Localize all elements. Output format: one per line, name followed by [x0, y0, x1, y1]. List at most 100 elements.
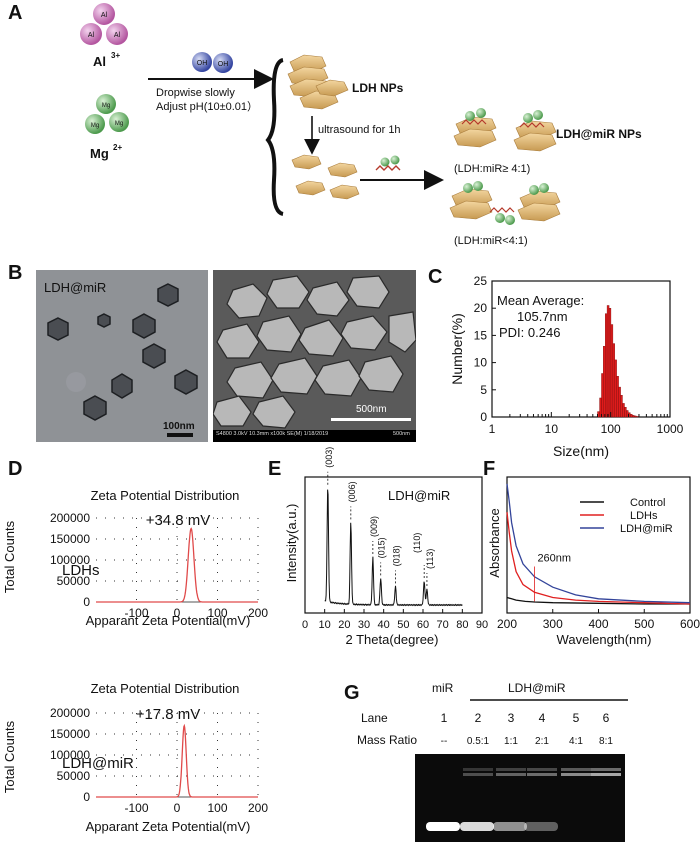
gel-mir-header: miR [432, 681, 454, 695]
panel-label-e: E [268, 458, 282, 480]
f-xtick-label: 300 [543, 617, 563, 631]
legend-label: Control [630, 497, 665, 509]
tem-sample-label: LDH@miR [44, 280, 107, 295]
zeta-xtick-label: 0 [174, 606, 181, 620]
e-xtick-label: 20 [338, 619, 350, 631]
al-ion-symbol: Al [88, 32, 95, 39]
gel-lane-number: 6 [603, 711, 610, 725]
xrd-peak-label: (018) [391, 545, 401, 566]
c-ytick-label: 0 [480, 410, 487, 424]
zeta-ytick-label: 0 [83, 790, 90, 804]
legend-label: LDHs [630, 510, 658, 522]
c-ytick-label: 15 [474, 328, 488, 342]
d2-peak-label: +17.8 mV [136, 706, 201, 723]
zeta-xtick-label: 0 [174, 801, 181, 815]
gel-mass-ratio: 1:1 [504, 736, 518, 747]
zeta-xtick-label: 100 [207, 801, 227, 815]
zeta-ytick-label: 200000 [50, 706, 90, 720]
complex-band [463, 768, 493, 771]
panel-label-d: D [8, 458, 23, 480]
e-xtick-label: 80 [456, 619, 468, 631]
complex-band [561, 773, 591, 776]
c-xtick-label: 1 [489, 422, 496, 436]
c-annotation-2: 105.7nm [517, 309, 568, 324]
e-plot: (003) (006) (009)(015) (018) (110)(113) 0 10 20… [302, 447, 488, 631]
histogram-bar [635, 416, 639, 418]
e-xtick-label: 60 [417, 619, 429, 631]
hydroxide-ions: OH OH [192, 52, 233, 73]
free-mir-band [524, 822, 558, 831]
zeta-ytick-label: 150000 [50, 532, 90, 546]
d1-plot: 0 50000 100000 150000 200000 -100 0 100 200 [50, 511, 268, 620]
d1-ylabel: Total Counts [2, 520, 17, 593]
al-ion-symbol: Al [101, 12, 108, 19]
ldh-mir-complex-low-ratio [449, 181, 561, 225]
d1-peak-label: +34.8 mV [146, 512, 211, 529]
f-plot: 260nm 200 300 400 500 600 [497, 483, 700, 631]
mg-ion-symbol: Mg [115, 121, 123, 127]
c-ytick-label: 10 [474, 356, 488, 370]
ldh-np-label: LDH NPs [352, 81, 404, 95]
c-xtick-label: 100 [601, 422, 621, 436]
zeta-ytick-label: 50000 [57, 769, 91, 783]
ultrasound-label: ultrasound for 1h [318, 124, 401, 136]
panel-label-f: F [483, 458, 496, 480]
c-ylabel: Number(%) [449, 313, 465, 385]
sem-scale-bar [331, 418, 411, 421]
zeta-distribution-curve [96, 527, 258, 603]
sem-particles [213, 270, 416, 442]
oh-ion-symbol: OH [218, 61, 229, 68]
free-mir-band [426, 822, 460, 831]
zeta-ytick-label: 100000 [50, 553, 90, 567]
f-xlabel: Wavelength(nm) [557, 632, 652, 647]
complex-band [527, 773, 557, 776]
e-xtick-label: 40 [378, 619, 390, 631]
mg-ion-charge: 2+ [113, 143, 122, 152]
e-xtick-label: 90 [476, 619, 488, 631]
complex-band [496, 773, 526, 776]
f-xtick-label: 400 [588, 617, 608, 631]
sem-info-text: S4800 3.0kV 10.3mm x100k SE(M) 1/18/2019 [216, 431, 329, 437]
c-ytick-label: 25 [474, 274, 488, 288]
d2-ylabel: Total Counts [2, 720, 17, 793]
ldh-mir-complex-high-ratio [453, 108, 557, 152]
al-ion-symbol: Al [114, 32, 121, 39]
complex-band [496, 768, 526, 771]
gel-mass-ratio: 0.5:1 [467, 736, 490, 747]
complex-band [591, 768, 621, 771]
mg-ion-cluster: Mg Mg Mg [85, 94, 129, 134]
panel-label-a: A [8, 2, 23, 24]
sem-image: 500nm S4800 3.0kV 10.3mm x100k SE(M) 1/1… [213, 270, 416, 442]
e-xlabel: 2 Theta(degree) [346, 632, 439, 647]
mg-ion-sphere [109, 112, 129, 132]
c-ytick-label: 20 [474, 301, 488, 315]
xrd-peak-label: (015) [377, 537, 387, 558]
process-brace [265, 58, 284, 216]
tem-particles [47, 283, 198, 421]
e-xtick-label: 10 [319, 619, 331, 631]
al-ion-sphere [80, 23, 102, 45]
mg-ion-sphere [85, 114, 105, 134]
c-xtick-label: 10 [545, 422, 559, 436]
sonicated-ldh-particles [291, 154, 360, 200]
gel-mass-ratio: -- [441, 736, 448, 747]
gel-lane-label: Lane [361, 711, 388, 725]
xrd-pattern-line [324, 489, 463, 607]
gel-mass-ratio: 2:1 [535, 736, 549, 747]
zeta-ytick-label: 50000 [57, 574, 91, 588]
peak-annotation: 260nm [537, 552, 571, 564]
mg-ion-symbol: Mg [102, 103, 110, 109]
c-xlabel: Size(nm) [553, 443, 609, 459]
gel-lane-number: 3 [508, 711, 515, 725]
f-xtick-label: 200 [497, 617, 517, 631]
gel-lane-number: 4 [539, 711, 546, 725]
panel-label-g: G [344, 682, 360, 704]
f-ylabel: Absorbance [487, 508, 502, 577]
al-ion-sphere [93, 3, 115, 25]
